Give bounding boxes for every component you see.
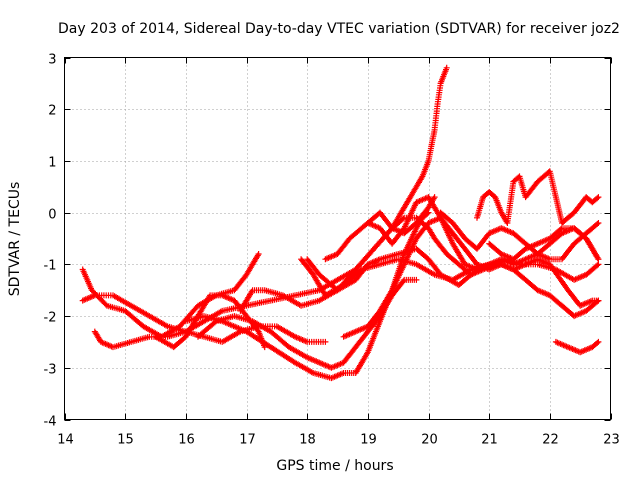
- data-series: [152, 292, 268, 351]
- series-markers: [152, 292, 268, 351]
- x-tick-label: 20: [421, 433, 438, 448]
- x-tick-label: 15: [117, 433, 134, 448]
- x-tick-label: 17: [239, 433, 256, 448]
- x-tick-label: 16: [178, 433, 195, 448]
- data-series: [298, 256, 493, 299]
- y-tick-label: 1: [48, 156, 56, 171]
- series-markers: [437, 209, 602, 263]
- series-markers: [322, 194, 438, 263]
- data-series: [486, 225, 602, 263]
- plot-frame: [64, 57, 611, 420]
- plot-area: [79, 64, 602, 382]
- y-tick-label: 2: [48, 104, 56, 119]
- data-series: [552, 338, 602, 356]
- y-tick-label: 0: [48, 208, 56, 223]
- y-axis-label: SDTVAR / TECUs: [7, 182, 23, 297]
- data-series: [474, 168, 602, 226]
- series-markers: [195, 276, 420, 371]
- x-axis-label: GPS time / hours: [276, 458, 393, 474]
- y-tick-label: -1: [44, 259, 57, 274]
- x-axis: 14 15 16 17 18 19 20 21 22 23: [57, 57, 620, 448]
- x-tick-label: 23: [603, 433, 620, 448]
- x-tick-label: 21: [481, 433, 498, 448]
- y-tick-label: -4: [44, 415, 57, 430]
- data-series: [437, 209, 602, 263]
- chart-title: Day 203 of 2014, Sidereal Day-to-day VTE…: [58, 21, 620, 37]
- y-axis: -4 -3 -2 -1 0 1 2 3: [44, 53, 611, 430]
- series-markers: [552, 338, 602, 356]
- x-tick-label: 14: [57, 433, 74, 448]
- y-tick-label: -3: [44, 363, 57, 378]
- x-tick-label: 18: [299, 433, 316, 448]
- y-tick-label: -2: [44, 311, 57, 326]
- x-tick-label: 22: [542, 433, 559, 448]
- series-markers: [486, 225, 602, 263]
- series-markers: [298, 256, 493, 299]
- series-markers: [474, 168, 602, 226]
- data-series: [195, 276, 420, 371]
- y-tick-label: 3: [48, 53, 56, 68]
- data-series: [322, 194, 438, 263]
- x-tick-label: 19: [360, 433, 377, 448]
